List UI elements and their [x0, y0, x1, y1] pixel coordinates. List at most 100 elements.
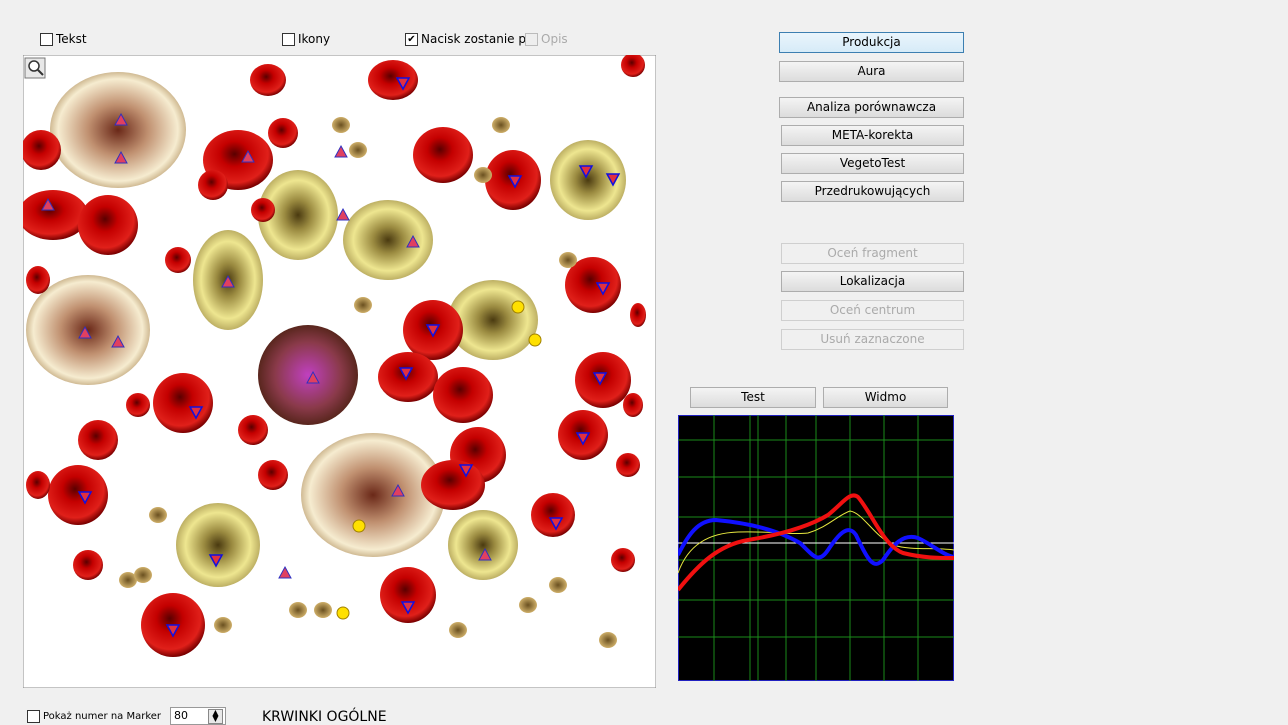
checkbox-box [40, 32, 53, 46]
marker-hex [511, 300, 525, 314]
checkbox-box [27, 709, 40, 723]
marker-up [334, 144, 348, 158]
checkbox: Opis [525, 31, 568, 47]
cell [413, 127, 473, 183]
checkbox-label: Ikony [298, 32, 331, 46]
debris [149, 507, 167, 523]
marker-down [208, 554, 224, 568]
cell [448, 280, 538, 360]
marker-up [241, 149, 255, 163]
cell [343, 200, 433, 280]
marker-hex [336, 606, 350, 620]
cell [78, 420, 118, 460]
debris [559, 252, 577, 268]
cell [421, 460, 485, 510]
marker-down [548, 517, 564, 531]
cell [198, 170, 228, 200]
button[interactable]: Produkcja [779, 32, 964, 53]
cell [26, 275, 150, 385]
debris [119, 572, 137, 588]
checkbox-label: Pokaż numer na Marker [43, 710, 162, 722]
marker-hex [352, 519, 366, 533]
cell [153, 373, 213, 433]
button[interactable]: Aura [779, 61, 964, 82]
checkbox[interactable]: Ikony [282, 31, 330, 47]
cell [48, 465, 108, 525]
debris [474, 167, 492, 183]
marker-up [111, 334, 125, 348]
debris [599, 632, 617, 648]
cell [50, 72, 186, 188]
button[interactable]: META-korekta [781, 125, 964, 146]
debris [549, 577, 567, 593]
cell [78, 195, 138, 255]
zoom-icon [28, 60, 40, 72]
cell [165, 247, 191, 273]
cell [26, 266, 50, 294]
debris [134, 567, 152, 583]
marker-up [391, 483, 405, 497]
cell [268, 118, 298, 148]
marker-up [406, 234, 420, 248]
button[interactable]: Analiza porównawcza [779, 97, 964, 118]
cell [378, 352, 438, 402]
checkbox-box: ✔ [405, 32, 418, 46]
cell [73, 550, 103, 580]
button: Usuń zaznaczone [781, 329, 964, 350]
debris [332, 117, 350, 133]
marker-up [478, 547, 492, 561]
marker-up [278, 565, 292, 579]
spin-arrows[interactable]: ▲ ▼ [208, 709, 223, 724]
cell [23, 190, 88, 240]
show-number-checkbox[interactable]: Pokaż numer na Marker [27, 708, 161, 724]
marker-down [578, 165, 594, 179]
cell [238, 415, 268, 445]
cell-image [23, 55, 656, 688]
marker-down [507, 175, 523, 189]
cell [258, 325, 358, 425]
button[interactable]: VegetoTest [781, 153, 964, 174]
marker-down [165, 624, 181, 638]
checkbox-label: Tekst [56, 32, 87, 46]
cells [23, 55, 646, 657]
marker-up [114, 150, 128, 164]
graph-button[interactable]: Widmo [823, 387, 948, 408]
cell [176, 503, 260, 587]
marker-up [78, 325, 92, 339]
cell [611, 548, 635, 572]
marker-down [592, 372, 608, 386]
checkbox-label: Nacisk zostanie p [421, 32, 526, 46]
marker-down [188, 406, 204, 420]
cell [250, 64, 286, 96]
button[interactable]: Przedrukowujących [781, 181, 964, 202]
caption: KRWINKI OGÓLNE [262, 709, 387, 725]
marker-down [398, 367, 414, 381]
cell [531, 493, 575, 537]
red-curve [678, 493, 954, 592]
marker-up [41, 197, 55, 211]
markers [41, 77, 621, 638]
debris [314, 602, 332, 618]
checkbox[interactable]: Tekst [40, 31, 87, 47]
marker-up [306, 370, 320, 384]
marker-down [595, 282, 611, 296]
checkbox[interactable]: ✔ Nacisk zostanie p [405, 31, 526, 47]
checkbox-box [525, 32, 538, 46]
debris [214, 617, 232, 633]
marker-down [605, 173, 621, 187]
graph-button[interactable]: Test [690, 387, 816, 408]
spin-box[interactable]: 80 ▲ ▼ [170, 707, 226, 725]
marker-up [336, 207, 350, 221]
checkbox-box [282, 32, 295, 46]
marker-down [575, 432, 591, 446]
zoom-icon-handle [37, 69, 44, 76]
cell [623, 393, 643, 417]
cell [258, 460, 288, 490]
button: Oceń centrum [781, 300, 964, 321]
cell [258, 170, 338, 260]
cell [26, 471, 50, 499]
cell [380, 567, 436, 623]
cell [251, 198, 275, 222]
button[interactable]: Lokalizacja [781, 271, 964, 292]
cell [621, 55, 645, 77]
